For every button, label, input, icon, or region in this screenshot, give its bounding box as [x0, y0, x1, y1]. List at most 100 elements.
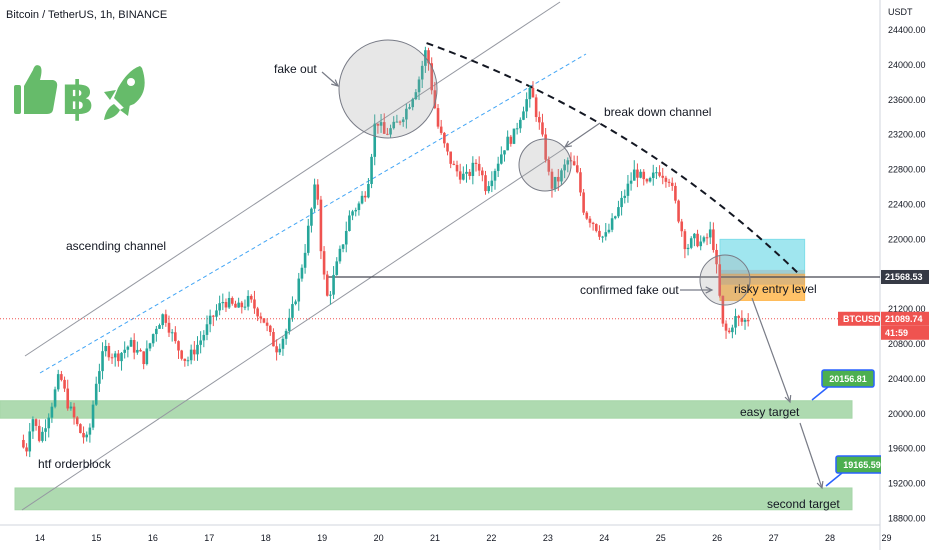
candle-body [325, 274, 329, 296]
candle [107, 342, 111, 361]
candle [547, 156, 551, 176]
candle [94, 376, 98, 406]
candle [325, 270, 329, 297]
candle [275, 339, 278, 361]
chart-title: Bitcoin / TetherUS, 1h, BINANCE [6, 9, 168, 21]
candle [104, 339, 108, 357]
candle-body [617, 207, 620, 217]
candle [531, 81, 535, 98]
candle [550, 168, 554, 198]
candle-body [28, 431, 32, 452]
candle-body [541, 122, 544, 135]
candle-body [734, 316, 737, 328]
candle [360, 191, 364, 205]
candle [354, 207, 358, 217]
candle [85, 431, 89, 442]
candle-body [82, 432, 85, 438]
candle-body [202, 334, 206, 341]
candle [427, 47, 430, 71]
candle [522, 106, 525, 121]
candle [572, 155, 576, 166]
candle [256, 306, 259, 322]
candle-body [601, 236, 604, 238]
candle-body [411, 99, 415, 108]
candle [281, 336, 285, 356]
x-tick-label: 20 [374, 533, 384, 543]
candle [268, 324, 272, 336]
channel-mid-line [39, 53, 587, 374]
y-tick-label: 22800.00 [888, 165, 926, 175]
candle-body [715, 249, 718, 265]
trendlines-layer [0, 1, 880, 511]
candle [174, 326, 177, 344]
candle [651, 164, 655, 186]
candle [705, 233, 709, 246]
x-tick-label: 27 [769, 533, 779, 543]
candle [75, 416, 79, 427]
candle-body [743, 319, 747, 322]
candle-body [645, 179, 649, 182]
target-callout: 19165.59 [825, 455, 889, 487]
breakdown-highlight-circle [518, 138, 572, 192]
candle [367, 178, 370, 199]
candle [101, 342, 104, 380]
candle-body [746, 319, 750, 322]
x-tick-label: 28 [825, 533, 835, 543]
candle [401, 116, 405, 127]
candle [708, 221, 712, 245]
candle-body [506, 136, 509, 151]
candle [319, 195, 323, 260]
candle-body [37, 425, 41, 441]
candle-body [519, 119, 522, 129]
candle [253, 290, 256, 314]
candle [132, 333, 136, 360]
y-tick-label: 23200.00 [888, 130, 926, 140]
candle-body [667, 181, 671, 183]
to-easy-target-arrow-head [784, 394, 792, 404]
candle-body [31, 419, 35, 432]
candle [205, 315, 209, 341]
candle [493, 168, 497, 190]
candle [632, 160, 636, 181]
candle [645, 178, 649, 184]
candle-body [623, 195, 627, 198]
to-second-target-arrow-head [816, 480, 824, 490]
candle [604, 223, 608, 241]
candle [648, 176, 652, 183]
breakdown-channel-label: break down channel [604, 105, 711, 119]
candle [151, 333, 155, 347]
candle-body [136, 349, 139, 353]
candle-body [392, 121, 396, 129]
candle [177, 340, 180, 359]
candle [395, 114, 399, 123]
candle-body [575, 165, 579, 173]
candle [148, 342, 152, 352]
annotations-layer: fake out break down channel ascending chan… [38, 39, 889, 511]
candle-body [509, 136, 513, 144]
candle [579, 168, 582, 197]
candle-body [341, 244, 345, 249]
candle [262, 318, 266, 324]
candle-body [170, 332, 174, 334]
price-axis[interactable]: USDT 18800.00 19200.00 19600.00 20000.00 2040… [35, 0, 932, 550]
candle [164, 309, 168, 327]
candle [329, 291, 332, 305]
candle-body [212, 315, 215, 317]
candle [136, 341, 139, 355]
target-badge [821, 369, 875, 388]
candle [560, 168, 563, 185]
x-tick-label: 29 [881, 533, 891, 543]
candle-body [316, 184, 320, 200]
candle-body [376, 123, 380, 126]
x-tick-label: 23 [543, 533, 553, 543]
candle-body [72, 406, 76, 418]
candle [63, 376, 66, 392]
candle-body [636, 169, 639, 178]
fakeout-highlight-circle [338, 39, 438, 139]
candle [69, 402, 73, 411]
candle [680, 218, 684, 237]
candle [699, 235, 703, 251]
candle [468, 168, 471, 180]
